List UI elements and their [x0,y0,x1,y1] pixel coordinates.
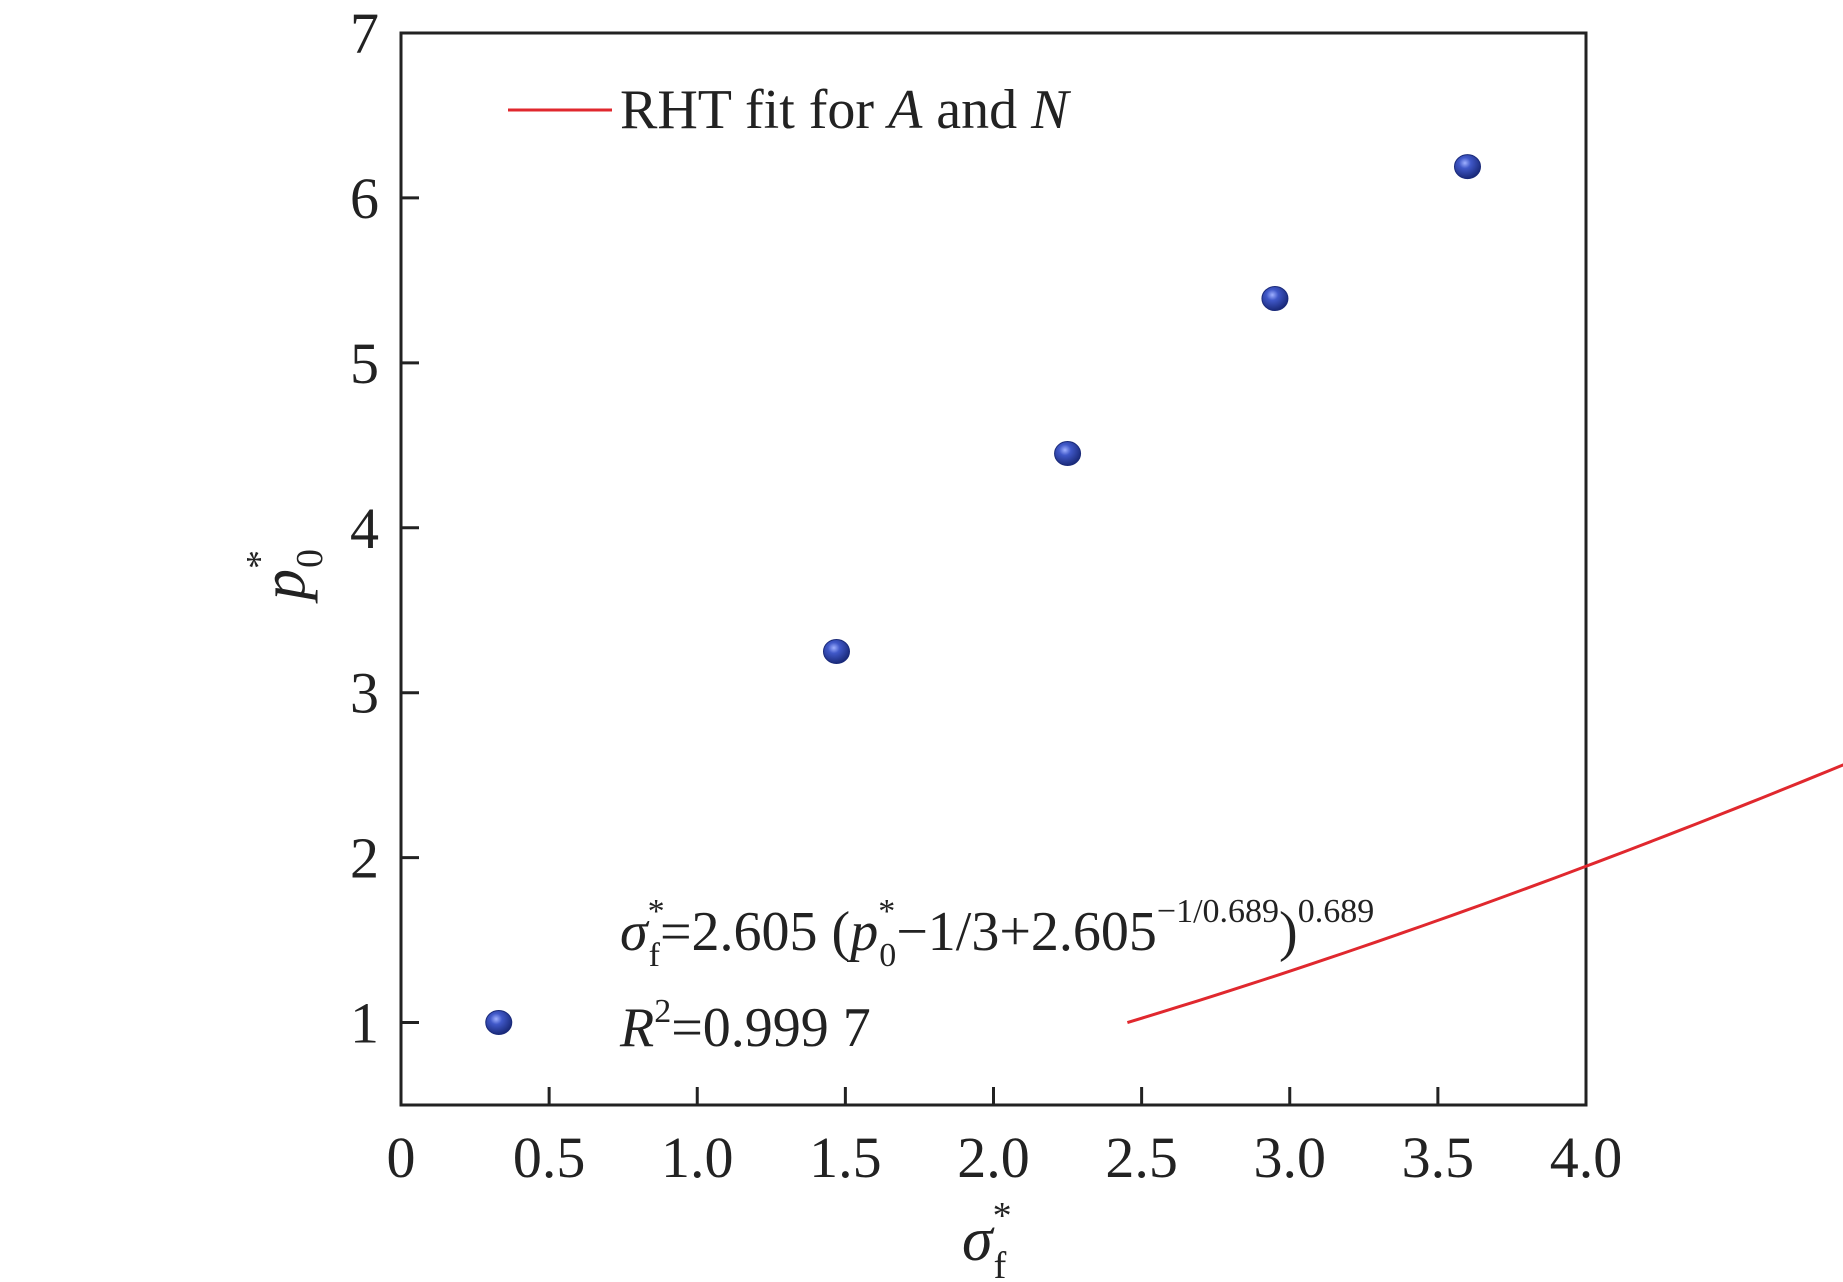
legend: RHT fit for A and N [508,79,1071,141]
x-axis-label-main: σ [962,1206,995,1274]
x-tick-label: 1.0 [661,1125,734,1190]
x-tick-label: 3.5 [1402,1125,1475,1190]
eq-sigma-sup: * [648,893,665,930]
eq-close: ) [1279,901,1298,963]
series-points [485,154,1481,1036]
y-tick-label: 5 [350,331,379,396]
y-axis-label-sub: 0 [289,549,331,568]
eq-exp-outer: 0.689 [1298,893,1375,930]
x-tick-label: 0.5 [513,1125,586,1190]
r2-sup: 2 [654,993,671,1030]
data-point [1054,441,1082,467]
eq-sigma: σ [620,901,650,963]
y-axis-ticks: 1 2 3 4 5 6 7 [350,1,419,1056]
annotation-r-squared: R2=0.999 7 [619,993,871,1059]
x-tick-label: 2.5 [1105,1125,1178,1190]
eq-sigma-sub: f [649,937,661,974]
y-tick-label: 3 [350,661,379,726]
eq-p: p [846,901,878,963]
y-axis-label-main: p [250,569,318,604]
eq-part2: −1/3+2.605 [896,901,1157,963]
y-axis-label-sup: * [239,550,281,569]
y-tick-label: 6 [350,166,379,231]
legend-var-a: A [884,79,923,141]
legend-text-prefix: RHT fit for [620,79,888,141]
x-tick-label: 1.5 [809,1125,882,1190]
legend-var-b: N [1030,79,1071,141]
x-tick-label: 4.0 [1550,1125,1623,1190]
x-tick-label: 3.0 [1254,1125,1327,1190]
legend-label: RHT fit for A and N [620,79,1071,141]
data-point [1261,286,1289,312]
data-point [822,638,850,664]
x-axis-label: σ* f [962,1195,1012,1282]
r2-value: =0.999 7 [671,997,871,1059]
y-axis-label: p* 0 [239,549,331,604]
legend-text-mid: and [922,79,1031,141]
data-point [485,1010,513,1036]
eq-part1: =2.605 ( [660,901,850,963]
eq-p-sub: 0 [879,937,896,974]
x-axis-label-sub: f [994,1245,1007,1282]
x-tick-label: 2.0 [957,1125,1030,1190]
y-tick-label: 7 [350,1,379,66]
r2-letter: R [619,997,654,1059]
x-axis-ticks: 0 0.5 1.0 1.5 2.0 2.5 3.0 3.5 4.0 [387,1087,1623,1190]
x-axis-label-sup: * [993,1195,1012,1237]
eq-exp-inner: −1/0.689 [1157,893,1279,930]
data-point [1454,154,1481,180]
eq-p-sup: * [878,893,895,930]
y-tick-label: 4 [350,496,379,561]
x-tick-label: 0 [387,1125,416,1190]
y-tick-label: 1 [350,991,379,1056]
y-tick-label: 2 [350,826,379,891]
annotation-equation: σ* f=2.605 (p* 0−1/3+2.605−1/0.689)0.689 [620,893,1374,974]
series-fit-line [1126,763,1843,1024]
